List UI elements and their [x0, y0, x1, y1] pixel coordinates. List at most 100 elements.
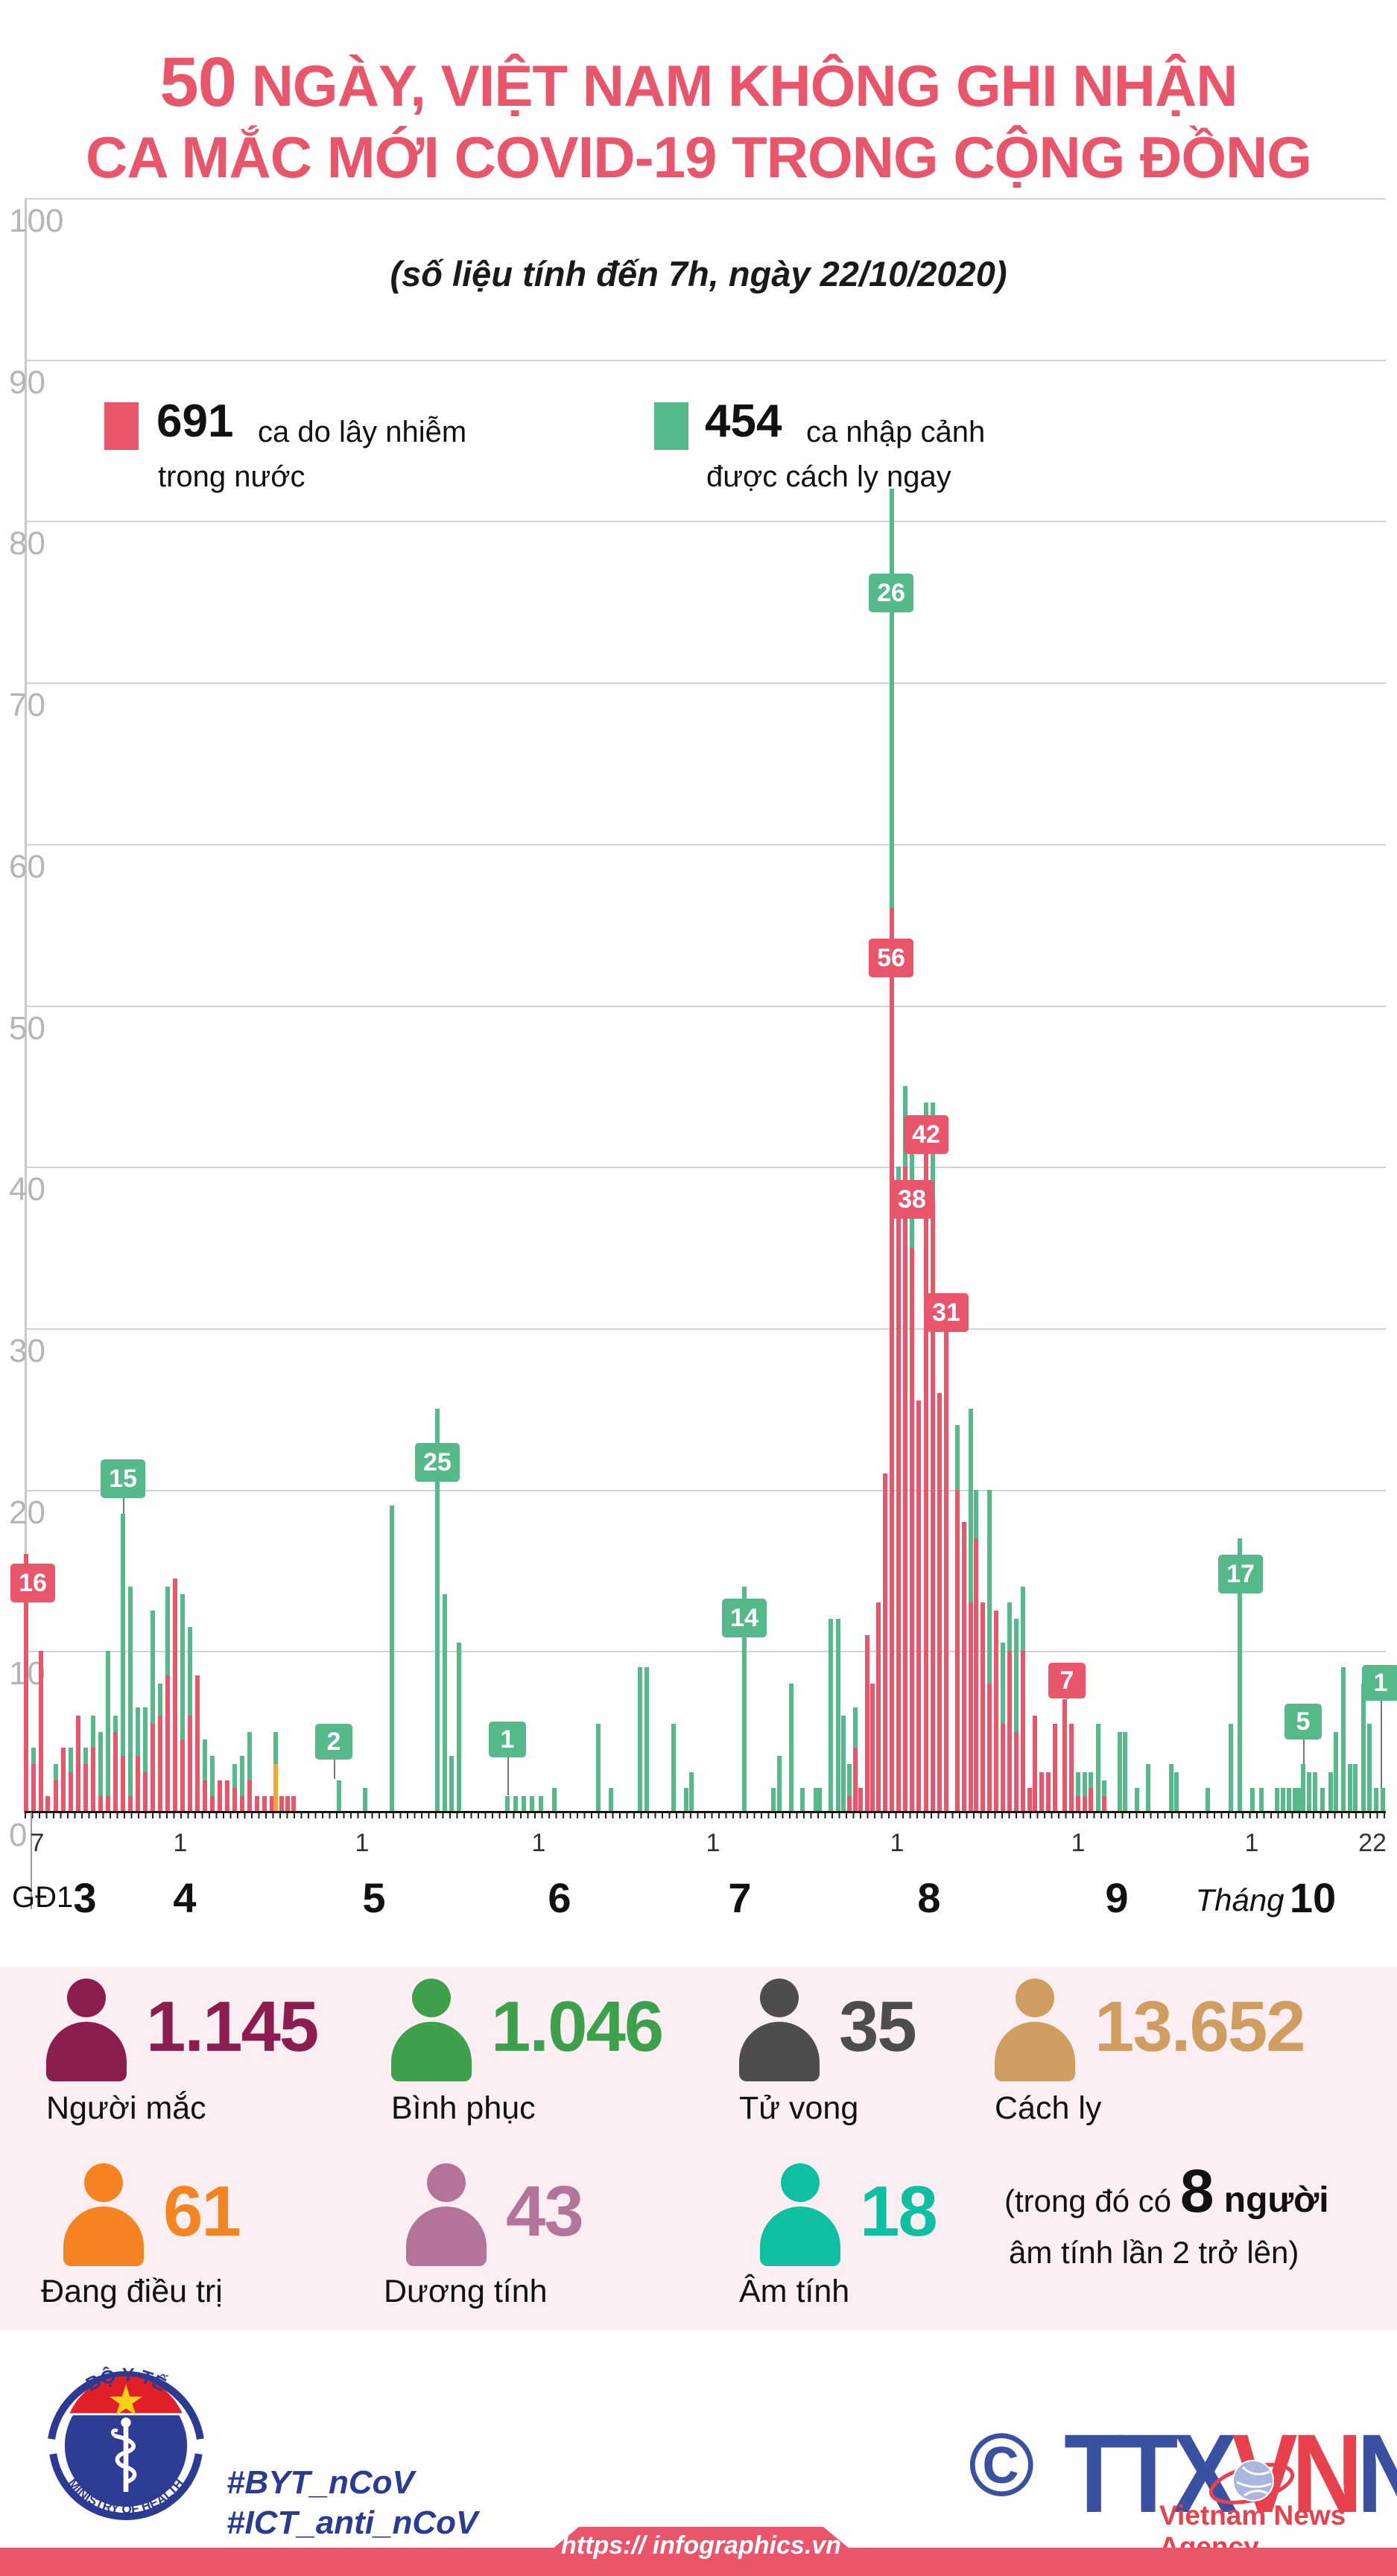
- bar: [106, 1651, 110, 1797]
- bar: [188, 1715, 192, 1812]
- stat-value-dang-dieu-tri: 61: [163, 2171, 241, 2251]
- y-tick-label: 80: [9, 525, 45, 562]
- bar: [69, 1771, 73, 1812]
- bar: [789, 1683, 793, 1812]
- bar: [1275, 1788, 1279, 1812]
- bar: [31, 1748, 36, 1764]
- bar: [76, 1715, 80, 1812]
- person-icon: [760, 2163, 842, 2268]
- bar: [858, 1788, 863, 1812]
- bar: [136, 1756, 140, 1812]
- bar: [106, 1796, 110, 1812]
- legend-value-domestic: 691: [156, 396, 234, 447]
- x-day-label: 1: [1244, 1829, 1259, 1857]
- stat-value-duong-tinh: 43: [506, 2171, 584, 2251]
- bar: [113, 1731, 118, 1812]
- gridline-100: [25, 198, 1386, 200]
- bar: [903, 1167, 907, 1812]
- bar: [69, 1748, 73, 1772]
- bar: [896, 1215, 901, 1812]
- infographics-url[interactable]: https:// infographics.vn: [561, 2531, 841, 2560]
- ministry-of-health-logo: BỘ Y TẾ MINISTRY OF HEALTH: [44, 2364, 208, 2528]
- bar: [987, 1683, 992, 1812]
- stat-label-binh-phuc: Bình phục: [391, 2090, 536, 2126]
- bar: [596, 1723, 601, 1812]
- bar: [151, 1723, 155, 1812]
- bar: [800, 1788, 805, 1812]
- y-tick-label: 100: [9, 203, 64, 239]
- badge-stem: [1381, 1698, 1382, 1788]
- month-label-8: 8: [917, 1874, 941, 1921]
- bar: [1229, 1723, 1233, 1812]
- bar: [1259, 1788, 1264, 1812]
- y-tick-label: 60: [9, 848, 45, 885]
- bar: [1123, 1731, 1127, 1812]
- bar: [505, 1796, 510, 1812]
- bar: [136, 1707, 140, 1757]
- title-number-50: 50: [159, 42, 237, 121]
- y-tick-label: 30: [9, 1332, 45, 1369]
- bar: [195, 1675, 200, 1812]
- bar: [232, 1788, 237, 1812]
- bar: [1021, 1651, 1025, 1812]
- data-badge-14: 14: [722, 1599, 767, 1637]
- data-badge-38: 38: [890, 1180, 934, 1219]
- bar: [876, 1602, 881, 1812]
- bar: [449, 1756, 454, 1812]
- bar: [158, 1715, 162, 1812]
- bar: [1297, 1788, 1302, 1812]
- footer-band: [0, 2548, 1397, 2576]
- bar: [853, 1748, 858, 1812]
- bar: [644, 1666, 649, 1812]
- bar: [143, 1707, 148, 1772]
- bar: [225, 1780, 229, 1812]
- bar: [1096, 1723, 1100, 1812]
- data-badge-1: 1: [1362, 1665, 1397, 1701]
- x-day-label: 1: [890, 1829, 905, 1857]
- bar: [1027, 1788, 1032, 1812]
- bar: [61, 1748, 66, 1812]
- bar: [1039, 1771, 1044, 1812]
- bar: [443, 1594, 447, 1812]
- x-axis-day-ticks: [25, 1813, 1386, 1818]
- bar: [522, 1796, 526, 1812]
- x-day-label: 1: [1071, 1829, 1086, 1857]
- bar: [530, 1796, 534, 1812]
- bar: [1102, 1780, 1106, 1797]
- bar: [853, 1707, 858, 1748]
- phase1-divider-line: [31, 1812, 32, 1909]
- data-badge-2: 2: [315, 1724, 352, 1760]
- gridline-70: [25, 682, 1386, 685]
- bar: [1118, 1731, 1122, 1812]
- y-tick-label: 70: [9, 687, 45, 724]
- person-icon: [995, 1979, 1077, 2083]
- title-line2: CA MẮC MỚI COVID-19 TRONG CỘNG ĐỒNG: [85, 124, 1312, 190]
- x-day-label: 7: [30, 1829, 45, 1857]
- bar: [165, 1586, 170, 1675]
- stat-label-duong-tinh: Dương tính: [384, 2274, 548, 2309]
- bar: [435, 1409, 440, 1812]
- bar: [1102, 1796, 1106, 1812]
- x-day-label: 1: [531, 1829, 546, 1857]
- bar: [539, 1796, 543, 1812]
- bar: [1062, 1699, 1067, 1812]
- bar: [390, 1506, 394, 1812]
- bar: [1334, 1731, 1338, 1812]
- note-number-8: 8: [1179, 2157, 1214, 2225]
- bar: [1076, 1796, 1080, 1812]
- bar: [247, 1780, 252, 1812]
- bar: [337, 1780, 341, 1812]
- data-badge-31: 31: [924, 1293, 969, 1332]
- data-badge-56: 56: [869, 939, 913, 977]
- bar: [981, 1602, 985, 1812]
- legend-swatch-imported: [654, 402, 688, 450]
- bar: [1348, 1763, 1352, 1812]
- bar: [188, 1626, 192, 1716]
- bar: [113, 1715, 118, 1732]
- bar: [218, 1780, 222, 1812]
- bar: [1053, 1723, 1057, 1812]
- bar: [457, 1643, 461, 1812]
- bar: [974, 1538, 978, 1812]
- person-icon: [739, 1979, 821, 2083]
- stats-note-line1: (trong đó có 8 người: [1004, 2157, 1329, 2225]
